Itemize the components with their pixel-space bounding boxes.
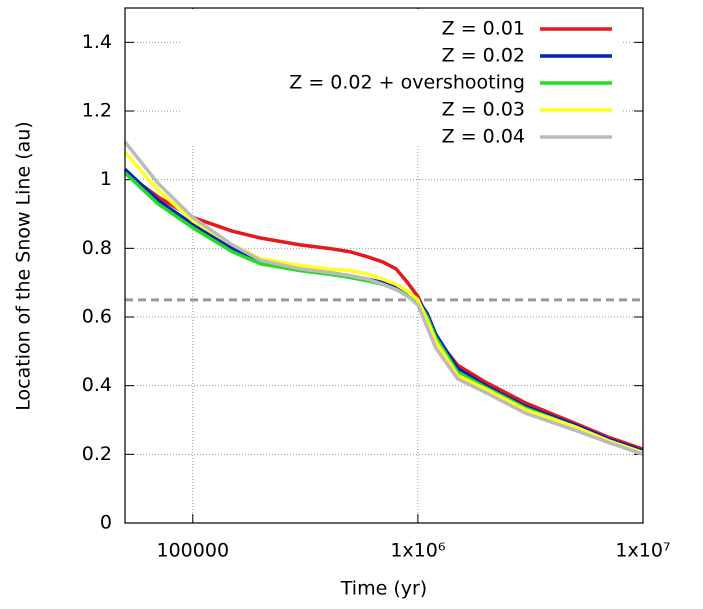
y-tick-label: 1.4 [82,31,112,53]
x-axis-title: Time (yr) [340,578,427,600]
series-line [123,151,644,455]
x-tick-label: 1x10⁷ [615,540,670,562]
series-line [123,168,644,453]
plot-frame [124,7,644,524]
legend-label: Z = 0.03 [442,99,525,121]
series-line [123,171,644,455]
y-tick-label: 1 [100,168,112,190]
legend-label: Z = 0.04 [442,126,525,148]
y-tick-label: 0.8 [82,237,112,259]
legend-label: Z = 0.02 [442,45,525,67]
series-line [123,140,644,456]
y-axis-title: Location of the Snow Line (au) [13,121,35,410]
x-tick-label: 100000 [157,540,230,562]
legend-label: Z = 0.02 + overshooting [289,72,525,94]
legend-box [180,9,622,146]
y-tick-label: 1.2 [82,100,112,122]
y-tick-label: 0.6 [82,306,112,328]
legend-label: Z = 0.01 [442,18,525,40]
x-tick-label: 1x10⁶ [390,540,445,562]
y-tick-label: 0.2 [82,443,112,465]
y-tick-label: 0.4 [82,374,112,396]
series-line [123,171,644,451]
y-tick-label: 0 [100,512,112,534]
